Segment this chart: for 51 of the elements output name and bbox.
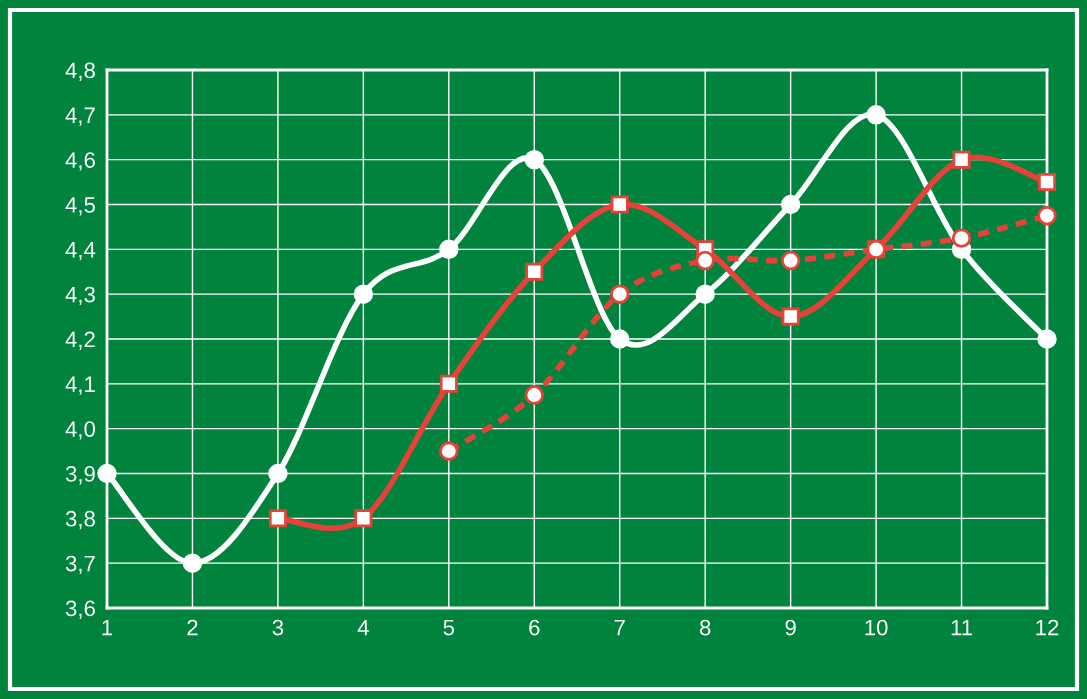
y-tick-label: 4,7: [65, 107, 95, 126]
point: [1037, 329, 1057, 349]
point: [268, 509, 287, 528]
x-tick-label: 1: [102, 619, 113, 636]
y-tick-label: 4,1: [65, 376, 95, 395]
x-tick-label: 3: [272, 619, 284, 636]
point: [439, 441, 459, 461]
x-tick-label: 2: [187, 619, 198, 636]
point: [780, 194, 801, 215]
point: [354, 509, 373, 528]
x-tick-label: 8: [699, 619, 711, 636]
point: [610, 284, 630, 304]
point: [781, 307, 800, 326]
point: [780, 250, 801, 271]
point: [439, 374, 458, 393]
y-tick-label: 4,3: [65, 286, 95, 306]
y-tick-label: 4,6: [65, 152, 95, 171]
y-tick-label: 4,5: [65, 197, 95, 216]
y-tick-label: 3,7: [65, 555, 95, 575]
point: [610, 329, 630, 349]
y-tick-label: 4,0: [65, 421, 96, 440]
point: [439, 239, 459, 260]
point: [610, 195, 629, 214]
point: [268, 463, 288, 484]
point: [695, 250, 715, 271]
point: [353, 284, 374, 304]
point: [951, 228, 972, 248]
x-tick-label: 10: [865, 619, 888, 636]
y-tick-label: 4,8: [65, 62, 95, 81]
point: [1037, 205, 1057, 226]
point: [866, 105, 886, 125]
point: [182, 553, 203, 573]
y-tick-label: 4,2: [65, 331, 95, 350]
point: [952, 150, 971, 169]
y-tick-label: 3,6: [65, 600, 95, 619]
point: [97, 463, 117, 484]
x-tick-label: 12: [1036, 619, 1059, 636]
point: [524, 385, 544, 405]
x-tick-label: 6: [529, 619, 540, 636]
y-tick-label: 3,9: [65, 466, 95, 485]
x-tick-label: 9: [785, 619, 796, 636]
point: [524, 149, 544, 170]
y-tick-label: 3,8: [65, 510, 95, 530]
point: [695, 284, 715, 304]
y-tick-label: 4,4: [65, 242, 96, 261]
x-tick-label: 4: [357, 619, 369, 636]
point: [1037, 173, 1057, 192]
x-tick-label: 7: [614, 619, 625, 636]
x-tick-label: 11: [951, 619, 972, 636]
x-tick-label: 5: [443, 619, 455, 636]
point: [525, 262, 544, 281]
